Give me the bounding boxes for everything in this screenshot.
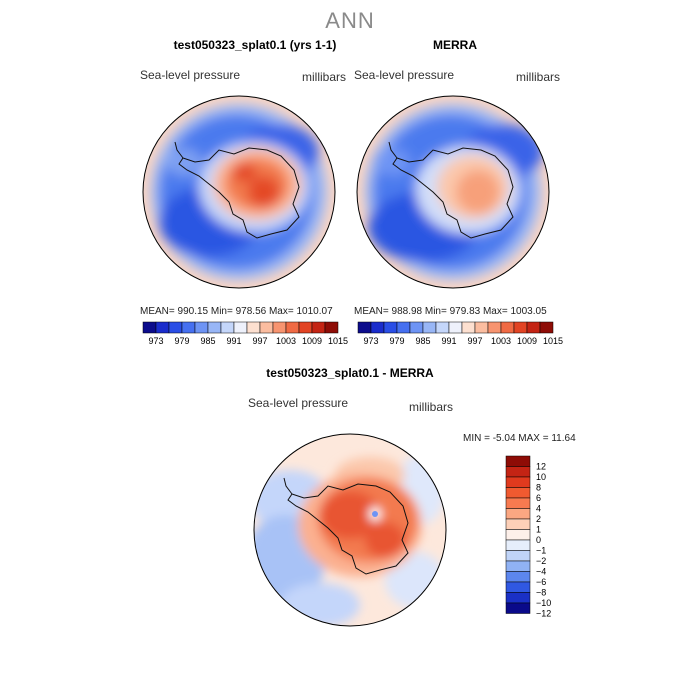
colorbar-3-swatch [505,466,531,478]
panel-2-polar-map [356,95,550,289]
colorbar-1-swatch [155,321,170,334]
colorbar-1-swatch [207,321,222,334]
colorbar-2-tick-label: 1009 [517,336,537,346]
colorbar-2-tick-label: 985 [415,336,430,346]
colorbar-3-tick-label: −12 [536,609,551,619]
colorbar-2-tick-label: 1003 [491,336,511,346]
colorbar-3-swatch [505,560,531,572]
colorbar-3-swatch [505,581,531,593]
colorbar-1-swatch [285,321,300,334]
panel-2-stats: MEAN= 988.98 Min= 979.83 Max= 1003.05 [354,306,547,317]
colorbar-2-swatch [409,321,424,334]
colorbar-3-swatch [505,592,531,604]
colorbar-3-swatch [505,539,531,551]
colorbar-2-swatch [474,321,489,334]
colorbar-3-tick-label: −8 [536,588,546,598]
panel-3-variable: Sea-level pressure [248,396,349,410]
colorbar-3-tick-label: −6 [536,577,546,587]
colorbar-1-tick-label: 997 [252,336,267,346]
colorbar-1-swatch [259,321,274,334]
colorbar-2-tick-label: 997 [467,336,482,346]
colorbar-3-swatch [505,487,531,499]
colorbar-3-tick-label: −10 [536,598,551,608]
panel-1-polar-map [142,95,336,289]
colorbar-3-swatch [505,529,531,541]
colorbar-1-swatch [298,321,313,334]
colorbar-1-tick-label: 1003 [276,336,296,346]
colorbar-2-swatch [461,321,476,334]
colorbar-2-swatch [487,321,502,334]
colorbar-1-tick-label: 985 [200,336,215,346]
colorbar-1-swatch [220,321,235,334]
panel-3-stats: MIN = -5.04 MAX = 11.64 [463,433,576,444]
colorbar-1-swatch [272,321,287,334]
colorbar-1-swatch [181,321,196,334]
colorbar-2-swatch [526,321,541,334]
colorbar-panel-1: 973 979 985 991 997 1003 1009 1015 [142,321,348,346]
colorbar-3-tick-label: 8 [536,483,541,493]
colorbar-2-swatch [396,321,411,334]
colorbar-3-swatch [505,550,531,562]
colorbar-3-tick-label: 2 [536,514,541,524]
panel-3-polar-map [253,433,447,627]
colorbar-3-tick-label: 1 [536,525,541,535]
colorbar-3-tick-label: −1 [536,546,546,556]
colorbar-panel-2: 973 979 985 991 997 1003 1009 1015 [357,321,563,346]
colorbar-1-tick-label: 973 [148,336,163,346]
colorbar-2-tick-label: 1015 [543,336,563,346]
panel-3-title: test050323_splat0.1 - MERRA [266,366,434,380]
colorbar-2-swatch [370,321,385,334]
colorbar-2-tick-label: 991 [441,336,456,346]
colorbar-2-swatch [383,321,398,334]
colorbar-1-swatch [168,321,183,334]
colorbar-3-swatch [505,497,531,509]
colorbar-2-swatch [513,321,528,334]
colorbar-1-tick-label: 991 [226,336,241,346]
colorbar-2-swatch [500,321,515,334]
colorbar-3-tick-label: −4 [536,567,546,577]
colorbar-3-tick-label: −2 [536,556,546,566]
colorbar-1-swatch [142,321,157,334]
colorbar-1-swatch [194,321,209,334]
panel-1-units: millibars [302,70,347,84]
colorbar-2-swatch [448,321,463,334]
colorbar-2-tick-label: 979 [389,336,404,346]
panel-1-title: test050323_splat0.1 (yrs 1-1) [173,38,337,52]
panel-2-variable: Sea-level pressure [354,68,455,82]
panel-1-stats: MEAN= 990.15 Min= 978.56 Max= 1010.07 [140,306,333,317]
colorbar-1-tick-label: 979 [174,336,189,346]
colorbar-1-swatch [246,321,261,334]
colorbar-1-tick-label: 1009 [302,336,322,346]
colorbar-3-tick-label: 6 [536,493,541,503]
panel-2-title: MERRA [433,38,477,52]
colorbar-3-tick-label: 12 [536,462,546,472]
colorbar-2-swatch [422,321,437,334]
colorbar-3-swatch [505,602,531,614]
colorbar-3-tick-label: 0 [536,535,541,545]
panel-2-units: millibars [516,70,561,84]
colorbar-3-swatch [505,518,531,530]
colorbar-2-swatch [539,321,554,334]
panel-3-units: millibars [409,400,454,414]
colorbar-2-swatch [435,321,450,334]
colorbar-3-tick-label: 4 [536,504,541,514]
colorbar-2-swatch [357,321,372,334]
colorbar-3-swatch [505,476,531,488]
colorbar-3-tick-label: 10 [536,472,546,482]
colorbar-3-swatch [505,508,531,520]
colorbar-1-swatch [233,321,248,334]
main-title: ANN [325,8,375,33]
colorbar-1-swatch [311,321,326,334]
colorbar-1-tick-label: 1015 [328,336,348,346]
colorbar-3-swatch [505,455,531,467]
panel-1-variable: Sea-level pressure [140,68,241,82]
colorbar-3-swatch [505,571,531,583]
colorbar-2-tick-label: 973 [363,336,378,346]
colorbar-1-swatch [324,321,339,334]
